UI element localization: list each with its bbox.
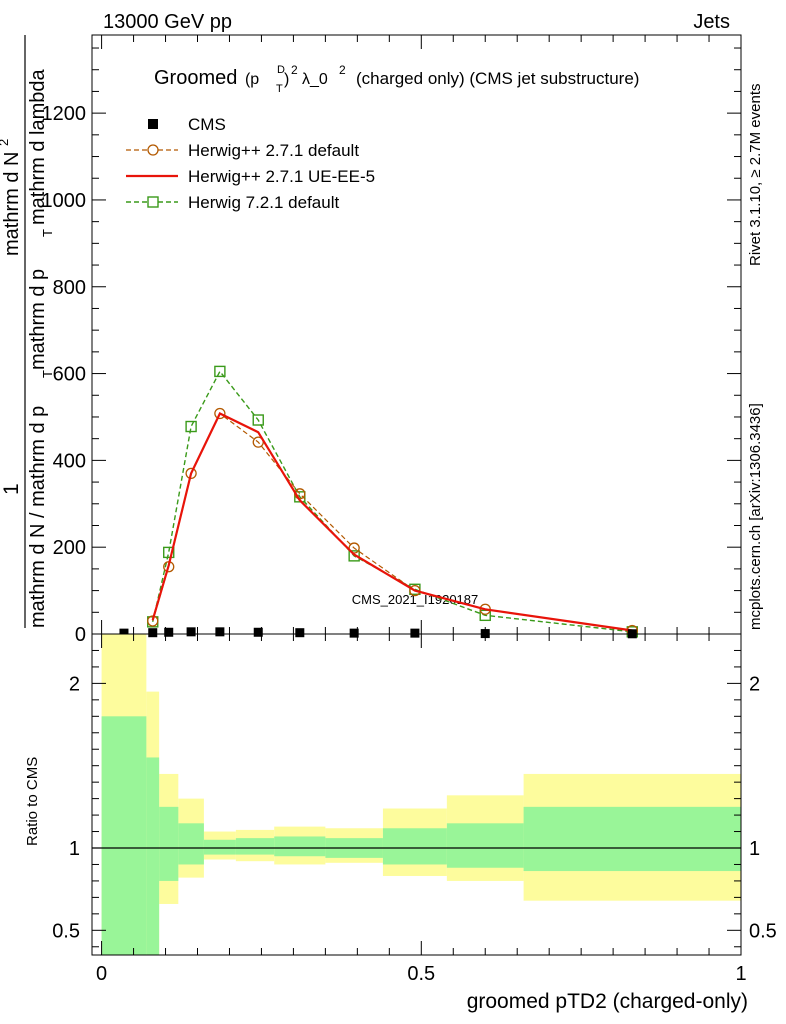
ratio-band-green	[203, 839, 236, 855]
marker-herwig7	[214, 365, 226, 378]
title-suffix: (charged only) (CMS jet substructure)	[356, 69, 639, 88]
ylabel-denominator-sub: T	[40, 370, 55, 378]
legend-marker-herwig7	[147, 196, 159, 208]
ratio-y-axis-label: Ratio to CMS	[24, 757, 41, 846]
title-formula-close: )	[284, 71, 289, 88]
ratio-panel: 0.5 0.51 12 2 0 0.5 1	[52, 633, 777, 985]
title-formula-sub: T	[276, 83, 283, 95]
main-y-tick-label: 200	[53, 537, 86, 559]
ratio-band-green	[159, 806, 179, 881]
plot-title: Groomed (p D T ) 2 λ_0 2 (charged only) …	[154, 63, 639, 95]
marker-herwigpp-default	[185, 467, 197, 480]
svg-text:Groomed (p: Groomed (p	[154, 67, 259, 89]
marker-cms	[186, 627, 196, 637]
marker-cms	[253, 627, 263, 637]
ylabel-part2-sup: 2	[0, 139, 11, 146]
marker-cms	[295, 628, 305, 638]
ylabel-part3-sub: T	[40, 229, 55, 237]
ratio-y-tick-label-right: 0.5	[749, 920, 777, 942]
x-axis-label: groomed pTD2 (charged-only)	[467, 990, 748, 1013]
title-formula-tail-sup: 2	[339, 63, 346, 77]
main-y-tick-label: 0	[75, 624, 86, 646]
ylabel-part4: mathrm d lambda	[27, 69, 49, 225]
x-tick-label: 1	[735, 963, 746, 985]
ratio-bands	[101, 634, 741, 955]
legend-marker-cms	[148, 119, 158, 129]
marker-cms	[148, 628, 158, 638]
legend-marker-herwigpp-default	[147, 144, 159, 156]
watermark: CMS_2021_I1920187	[352, 592, 479, 607]
rivet-label: Rivet 3.1.10, ≥ 2.7M events	[747, 84, 764, 267]
header-left: 13000 GeV pp	[103, 11, 232, 33]
main-y-tick-label: 1000	[42, 190, 87, 212]
marker-herwigpp-default	[214, 407, 226, 420]
main-y-tick-label: 600	[53, 364, 86, 386]
main-panel: 0 200 400 600 800 1000 1200 CMS_2021_I1920187	[42, 34, 742, 646]
marker-herwigpp-default	[147, 615, 159, 627]
marker-herwig7	[185, 420, 197, 433]
title-formula-tail: λ_0	[302, 71, 328, 88]
marker-cms	[215, 627, 225, 637]
marker-herwigpp-default	[409, 584, 421, 597]
marker-cms	[164, 627, 174, 637]
main-y-tick-label: 800	[53, 277, 86, 299]
legend: CMS Herwig++ 2.7.1 default Herwig++ 2.7.1 …	[126, 115, 375, 212]
ratio-x-ticks: 0 0.5 1	[96, 634, 747, 985]
ratio-y-tick-label: 0.5	[52, 920, 80, 942]
ylabel-part2: mathrm d N	[1, 152, 23, 256]
ratio-panel-frame	[91, 633, 742, 956]
ratio-band-green	[101, 716, 147, 955]
ratio-band-green	[235, 838, 275, 855]
title-formula-sup: D	[277, 64, 285, 76]
ratio-y-tick-label-right: 2	[749, 673, 760, 695]
title-prefix: Groomed	[154, 67, 237, 89]
x-tick-label: 0.5	[407, 963, 435, 985]
main-y-ticks: 0 200 400 600 800 1000 1200	[42, 47, 741, 646]
marker-herwig7	[252, 414, 264, 426]
marker-herwig7	[348, 550, 360, 562]
x-tick-label: 0	[96, 963, 107, 985]
ylabel-denominator: mathrm d N / mathrm d p	[27, 406, 49, 628]
title-formula-p: (p	[245, 71, 259, 88]
marker-cms	[410, 628, 420, 638]
ratio-band-green	[382, 828, 447, 865]
ratio-y-tick-label: 1	[69, 838, 80, 860]
series-line-herwigpp-ueee5	[151, 412, 633, 632]
main-y-tick-label: 400	[53, 450, 86, 472]
title-formula-sq: 2	[291, 63, 298, 77]
main-y-tick-label: 1200	[42, 103, 87, 125]
ratio-band-green	[446, 823, 524, 868]
main-series	[119, 365, 639, 639]
ratio-y-tick-label-right: 1	[749, 838, 760, 860]
ylabel-part3: mathrm d p	[27, 269, 49, 370]
legend-label: CMS	[188, 115, 226, 134]
legend-label: Herwig 7.2.1 default	[188, 193, 339, 212]
ratio-band-green	[146, 757, 160, 955]
ratio-band-green	[178, 823, 204, 865]
marker-cms	[349, 628, 359, 638]
mcplots-label: mcplots.cern.ch [arXiv:1306.3436]	[747, 403, 764, 630]
marker-herwig7	[163, 546, 175, 559]
ratio-band-green	[274, 836, 326, 857]
marker-cms	[119, 628, 129, 638]
ratio-y-ticks: 0.5 0.5 1 1 2 2	[52, 649, 777, 948]
legend-label: Herwig++ 2.7.1 default	[188, 141, 359, 160]
legend-label: Herwig++ 2.7.1 UE-EE-5	[188, 167, 375, 186]
header-right: Jets	[693, 11, 730, 33]
ylabel-numerator: 1	[0, 483, 23, 495]
ratio-band-green	[523, 806, 741, 872]
ratio-y-tick-label: 2	[69, 673, 80, 695]
main-y-axis-label: 1 mathrm d N / mathrm d p T mathrm d N 2…	[0, 35, 55, 628]
